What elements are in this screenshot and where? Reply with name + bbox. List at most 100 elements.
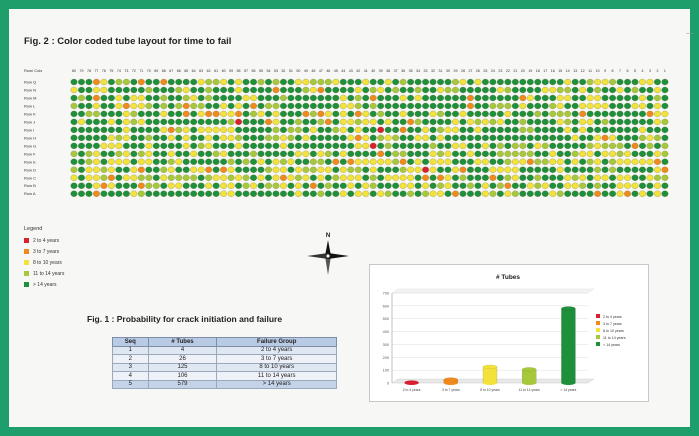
tube-cell: [616, 182, 624, 189]
tube-cell: [564, 78, 572, 86]
tube-cell: [205, 166, 213, 173]
tube-cell: [152, 78, 160, 86]
tube-cell: [302, 126, 310, 134]
chart-legend-swatch: [596, 328, 600, 332]
tube-cell: [616, 86, 624, 94]
tube-cell: [250, 142, 257, 149]
tube-cell: [369, 118, 377, 126]
tube-cell: [339, 142, 347, 149]
tube-cell: [145, 174, 153, 181]
tube-cell: [564, 182, 572, 189]
tube-cell: [272, 174, 280, 181]
tube-cell: [481, 126, 489, 134]
tube-cell: [362, 94, 370, 102]
tube-cell: [541, 150, 549, 157]
tube-cell: [85, 94, 93, 102]
tube-cell: [646, 182, 654, 189]
tube-cell: [489, 110, 497, 118]
tube-cell: [100, 142, 108, 149]
tube-cell: [122, 118, 130, 126]
tube-cell: [422, 166, 429, 173]
tube-cell: [407, 150, 415, 157]
tube-cell: [369, 110, 377, 118]
tube-cell: [347, 190, 355, 197]
tube-cell: [122, 182, 130, 189]
tube-cell: [519, 158, 527, 165]
tube-cell: [272, 86, 280, 94]
tube-cell: [556, 174, 564, 181]
tube-cell: [654, 78, 661, 86]
tube-cell: [556, 102, 564, 110]
tube-cell: [280, 86, 287, 94]
tube-cell: [339, 86, 347, 94]
chart-legend-swatch: [596, 314, 600, 318]
tube-cell: [115, 110, 123, 118]
tube-cell: [519, 110, 527, 118]
tube-cell: [280, 134, 287, 141]
tube-cell: [190, 86, 198, 94]
row-label: Row Q: [24, 80, 36, 85]
tube-cell: [317, 118, 325, 126]
tube-cell: [122, 86, 130, 94]
tube-cell: [526, 174, 534, 181]
tube-cell: [265, 126, 272, 134]
tube-cell: [235, 166, 242, 173]
tube-cell: [661, 110, 669, 118]
tube-cell: [414, 94, 422, 102]
tube-cell: [392, 118, 400, 126]
tube-cell: [549, 94, 557, 102]
tube-cell: [197, 190, 205, 197]
tube-cell: [511, 134, 519, 141]
tube-cell: [362, 166, 370, 173]
tube-cell: [332, 110, 340, 118]
tube-cell: [220, 78, 228, 86]
tube-cell: [272, 158, 280, 165]
tube-cell: [175, 142, 183, 149]
tube-cell: [70, 102, 78, 110]
table-cell: 2 to 4 years: [216, 345, 337, 355]
tube-cell: [481, 94, 489, 102]
tube-cell: [579, 118, 587, 126]
tube-cell: [646, 78, 654, 86]
tube-cell: [481, 142, 489, 149]
tube-cell: [534, 86, 542, 94]
y-tick-label: 700: [383, 292, 389, 296]
tube-cell: [549, 102, 557, 110]
column-number: 31: [439, 69, 443, 73]
tube-cell: [474, 182, 482, 189]
column-number: 40: [371, 69, 375, 73]
tube-cell: [384, 118, 392, 126]
tube-cell: [549, 174, 557, 181]
tube-cell: [444, 142, 452, 149]
tube-cell: [93, 150, 100, 157]
tube-cell: [160, 118, 168, 126]
tube-cell: [190, 150, 198, 157]
tube-cell: [100, 86, 108, 94]
tube-cell: [564, 102, 572, 110]
tube-cell: [481, 150, 489, 157]
tube-cell: [100, 126, 108, 134]
tube-cell: [369, 166, 377, 173]
tube-cell: [556, 158, 564, 165]
column-number: 59: [229, 69, 233, 73]
tube-cell: [384, 182, 392, 189]
tube-cell: [444, 150, 452, 157]
tube-cell: [392, 166, 400, 173]
tube-cell: [227, 166, 235, 173]
tube-cell: [519, 174, 527, 181]
tube-cell: [130, 142, 138, 149]
tube-cell: [145, 78, 153, 86]
tube-cell: [452, 118, 459, 126]
tube-cell: [654, 190, 661, 197]
tube-cell: [437, 134, 444, 141]
tube-cell: [347, 86, 355, 94]
tube-cell: [115, 174, 123, 181]
tube-cell: [586, 142, 594, 149]
tube-cell: [594, 142, 602, 149]
tube-cell: [152, 190, 160, 197]
tube-cell: [294, 174, 302, 181]
tube-cell: [467, 94, 474, 102]
tube-cell: [354, 182, 362, 189]
tube-cell: [631, 134, 639, 141]
tube-cell: [571, 126, 579, 134]
